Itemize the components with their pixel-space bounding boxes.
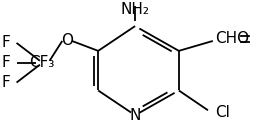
Text: Cl: Cl xyxy=(215,105,230,120)
Text: O: O xyxy=(61,33,73,48)
Text: NH₂: NH₂ xyxy=(121,2,150,17)
Text: N: N xyxy=(130,108,141,123)
Text: F: F xyxy=(2,75,11,90)
Text: CHO: CHO xyxy=(215,31,249,47)
Text: CF₃: CF₃ xyxy=(29,55,55,70)
Text: F: F xyxy=(2,35,11,50)
Text: F: F xyxy=(2,55,11,70)
